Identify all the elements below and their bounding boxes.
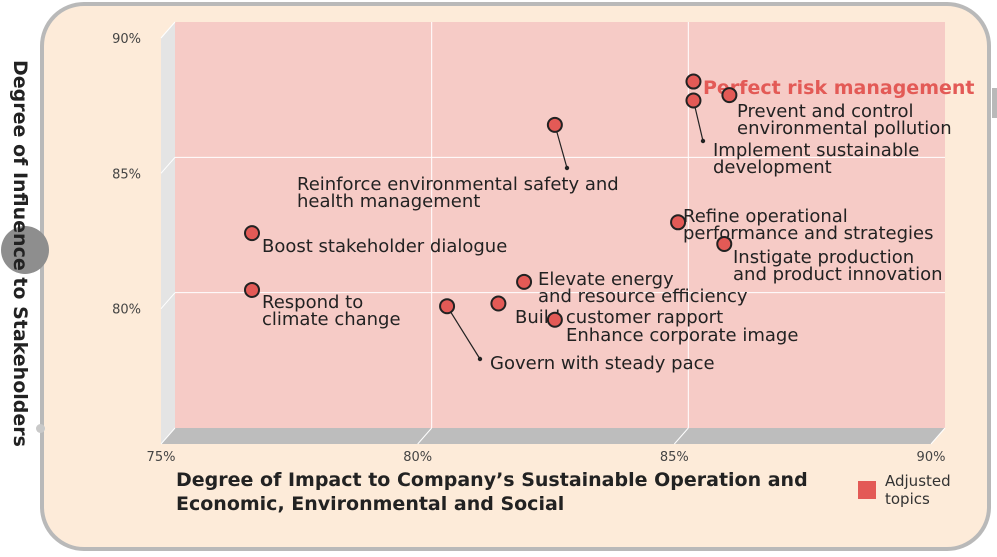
x-tick-label: 90% — [917, 450, 946, 465]
data-point-label: Refine operational performance and strate… — [683, 206, 933, 244]
data-point-label: Instigate production and product innovati… — [733, 247, 943, 285]
data-point — [490, 295, 507, 312]
data-point — [670, 214, 687, 231]
x-tick-label: 75% — [147, 450, 176, 465]
y-wall-tick — [160, 292, 176, 309]
x-floor-tick — [673, 427, 689, 445]
y-wall-tick — [160, 157, 176, 174]
y-tick-label: 80% — [112, 303, 141, 318]
data-point — [546, 116, 563, 133]
indicator-dot — [36, 424, 45, 433]
data-point-label: Elevate energy and resource efficiency — [538, 269, 748, 307]
x-axis-label: Degree of Impact to Company’s Sustainabl… — [176, 469, 808, 515]
point-leader-dot — [477, 356, 483, 362]
x-floor-tick — [417, 427, 433, 445]
data-point-label: Respond to climate change — [262, 292, 401, 330]
plot-side-wall — [161, 22, 175, 444]
data-point — [439, 298, 456, 315]
data-point-label: Enhance corporate image — [566, 325, 798, 346]
data-point — [685, 92, 702, 109]
x-floor-tick — [930, 427, 946, 445]
data-point-label: Govern with steady pace — [490, 353, 715, 374]
plot-floor — [161, 428, 945, 444]
data-point-label: Implement sustainable development — [713, 140, 919, 178]
point-leader-dot — [564, 165, 570, 171]
y-tick-label: 85% — [112, 167, 141, 182]
data-point — [546, 311, 563, 328]
x-tick-label: 80% — [403, 450, 432, 465]
x-floor-tick — [160, 427, 176, 445]
data-point — [685, 73, 702, 90]
data-point-label: Reinforce environmental safety and health… — [297, 174, 619, 212]
data-point-label: Prevent and control environmental polluti… — [737, 101, 952, 139]
edge-tab — [992, 88, 997, 118]
y-wall-tick — [160, 21, 176, 39]
y-tick-label: 90% — [112, 32, 141, 47]
data-point — [516, 273, 533, 290]
legend-label: Adjusted topics — [885, 472, 951, 508]
y-axis-label: Degree of Influence to Stakeholders — [9, 60, 31, 447]
data-point — [716, 235, 733, 252]
data-point-label: Perfect risk management — [703, 77, 974, 99]
legend-swatch — [858, 481, 876, 499]
data-point — [721, 87, 738, 104]
plot-area — [175, 22, 945, 428]
point-leader-dot — [700, 138, 706, 144]
x-tick-label: 85% — [660, 450, 689, 465]
point-leader-line — [446, 305, 481, 360]
drag-handle[interactable] — [1, 226, 49, 274]
data-point-label: Boost stakeholder dialogue — [262, 236, 507, 257]
data-point — [244, 225, 260, 242]
data-point-label: Build customer rapport — [515, 307, 723, 328]
data-point — [244, 281, 260, 298]
